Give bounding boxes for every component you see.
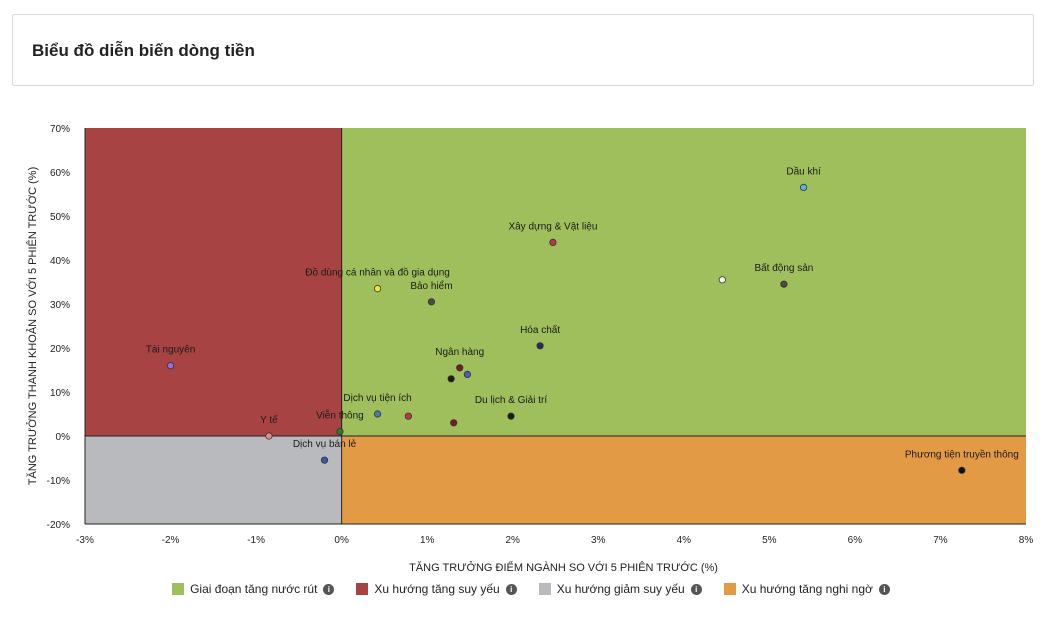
data-point-label: Dịch vụ tiện ích [343, 393, 411, 404]
legend-label: Xu hướng giảm suy yếu [556, 582, 685, 596]
data-point-label: Y tế [260, 414, 278, 426]
x-tick-label: 4% [677, 535, 692, 546]
y-tick-label: 10% [50, 388, 70, 399]
y-tick-label: 70% [50, 124, 70, 135]
data-point [336, 427, 344, 436]
data-point-label: Hóa chất [520, 324, 560, 336]
data-point-label: Dịch vụ bán lẻ [293, 439, 357, 450]
x-tick-label: 8% [1019, 535, 1034, 546]
data-point [799, 183, 808, 191]
legend-swatch [172, 583, 185, 595]
x-tick-label: -2% [162, 535, 180, 546]
data-point [373, 410, 382, 418]
data-point [404, 412, 412, 420]
data-point [718, 276, 726, 284]
data-point [265, 432, 273, 440]
data-point-label: Viễn thông [316, 409, 364, 422]
x-tick-label: 0% [334, 535, 349, 546]
y-tick-label: 30% [50, 300, 70, 311]
x-tick-label: 6% [848, 535, 863, 546]
info-icon[interactable]: i [878, 583, 890, 595]
x-tick-label: 7% [933, 535, 948, 546]
quadrant-bottom-right [341, 436, 1026, 524]
chart-card: Biểu đồ diễn biến dòng tiền [12, 14, 1034, 86]
legend-label: Xu hướng tăng nghi ngờ [741, 582, 873, 596]
info-icon[interactable]: i [505, 583, 517, 595]
quadrant-bottom-left [85, 436, 342, 524]
page-title: Biểu đồ diễn biến dòng tiền [32, 41, 255, 60]
info-icon[interactable]: i [690, 583, 702, 595]
data-point [456, 364, 464, 372]
x-tick-label: 3% [591, 535, 606, 546]
legend-swatch [356, 583, 369, 595]
data-point-label: Phương tiện truyền thông [905, 448, 1019, 460]
legend-item-weakening-down[interactable]: Xu hướng giảm suy yếu i [538, 582, 702, 596]
legend-label: Giai đoạn tăng nước rút [190, 582, 318, 596]
y-axis-label: TĂNG TRƯỞNG THANH KHOẢN SO VỚI 5 PHIÊN T… [26, 167, 39, 485]
data-point [780, 280, 788, 288]
x-axis-label: TĂNG TRƯỞNG ĐIỂM NGÀNH SO VỚI 5 PHIÊN TR… [409, 561, 718, 574]
data-point-label: Xây dựng & Vật liệu [508, 221, 597, 232]
legend-item-doubtful-up[interactable]: Xu hướng tăng nghi ngờ i [723, 582, 890, 596]
y-tick-label: 20% [50, 344, 70, 355]
data-point [320, 456, 329, 464]
x-tick-label: 1% [420, 535, 435, 546]
y-tick-label: 40% [50, 256, 70, 267]
x-tick-label: -3% [76, 535, 94, 546]
data-point [427, 298, 436, 306]
data-point-label: Dầu khí [786, 165, 821, 177]
data-point [166, 361, 175, 370]
data-point [373, 284, 382, 293]
y-tick-label: 60% [50, 168, 70, 179]
quadrant-top-right [341, 128, 1026, 436]
x-tick-label: -1% [247, 535, 265, 546]
data-point [450, 419, 458, 427]
y-tick-label: -10% [47, 476, 70, 487]
data-point-label: Du lịch & Giải trí [475, 395, 547, 406]
x-tick-label: 2% [506, 535, 521, 546]
data-point-label: Ngân hàng [435, 347, 484, 358]
data-point [549, 238, 557, 246]
x-tick-label: 5% [762, 535, 777, 546]
info-icon[interactable]: i [323, 583, 335, 595]
data-point-label: Tài nguyên [146, 345, 195, 356]
data-point [463, 370, 471, 378]
data-point [507, 412, 515, 420]
legend-item-accelerating[interactable]: Giai đoạn tăng nước rút i [172, 582, 335, 596]
data-point-label: Bất động sản [754, 262, 813, 274]
legend-label: Xu hướng tăng suy yếu [374, 582, 500, 596]
chart-legend: Giai đoạn tăng nước rút i Xu hướng tăng … [0, 582, 1062, 596]
data-point [958, 466, 966, 474]
data-point-label: Đồ dùng cá nhân và đồ gia dụng [305, 267, 450, 279]
data-point [536, 342, 544, 350]
data-point [447, 375, 455, 383]
y-tick-label: 0% [56, 432, 71, 443]
legend-swatch [538, 583, 551, 595]
data-point-label: Bảo hiểm [410, 280, 452, 292]
y-tick-label: -20% [47, 520, 70, 531]
quadrant-top-left [85, 128, 342, 436]
legend-swatch [723, 583, 736, 595]
legend-item-weakening-up[interactable]: Xu hướng tăng suy yếu i [356, 582, 517, 596]
y-tick-label: 50% [50, 212, 70, 223]
